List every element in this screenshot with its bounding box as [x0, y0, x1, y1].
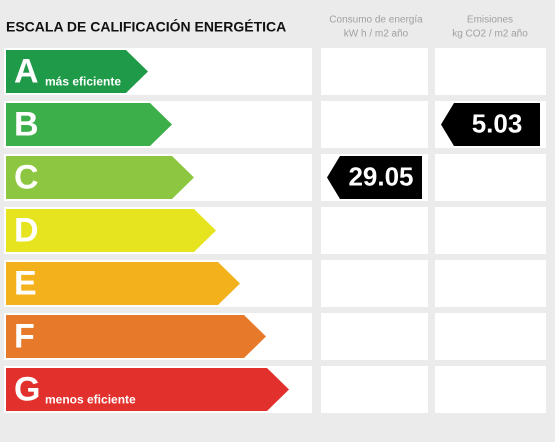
cell-box [435, 154, 546, 201]
rating-arrow [6, 156, 194, 199]
value-pointer [441, 103, 540, 146]
rating-letter: D [14, 211, 39, 249]
rating-letter: B [14, 105, 39, 143]
rating-letter: C [14, 158, 39, 196]
cell-box [435, 313, 546, 360]
cell-box [321, 207, 428, 254]
cell-box [321, 101, 428, 148]
rating-note: más eficiente [45, 75, 121, 89]
value-label: 5.03 [472, 108, 523, 138]
rating-arrow [6, 103, 172, 146]
column-unit: kW h / m2 año [344, 29, 409, 40]
rating-arrow [6, 50, 148, 93]
rating-note: menos eficiente [45, 393, 136, 407]
rating-letter: E [14, 264, 37, 302]
rating-arrow [6, 368, 289, 411]
rating-arrow [6, 315, 266, 358]
cell-box [435, 366, 546, 413]
cell-box [321, 48, 428, 95]
rating-arrow [6, 262, 240, 305]
value-pointer [327, 156, 422, 199]
cell-box [321, 366, 428, 413]
column-title: Emisiones [467, 15, 513, 26]
cell-box [435, 207, 546, 254]
rating-letter: F [14, 317, 35, 355]
value-label: 29.05 [348, 161, 413, 191]
rating-arrow [6, 209, 216, 252]
cell-box [435, 48, 546, 95]
column-title: Consumo de energía [329, 15, 423, 26]
column-unit: kg CO2 / m2 año [452, 29, 528, 40]
cell-box [321, 260, 428, 307]
rating-letter: A [14, 52, 39, 90]
rating-letter: G [14, 370, 40, 408]
title: ESCALA DE CALIFICACIÓN ENERGÉTICA [6, 18, 286, 35]
cell-box [321, 313, 428, 360]
cell-box [435, 260, 546, 307]
